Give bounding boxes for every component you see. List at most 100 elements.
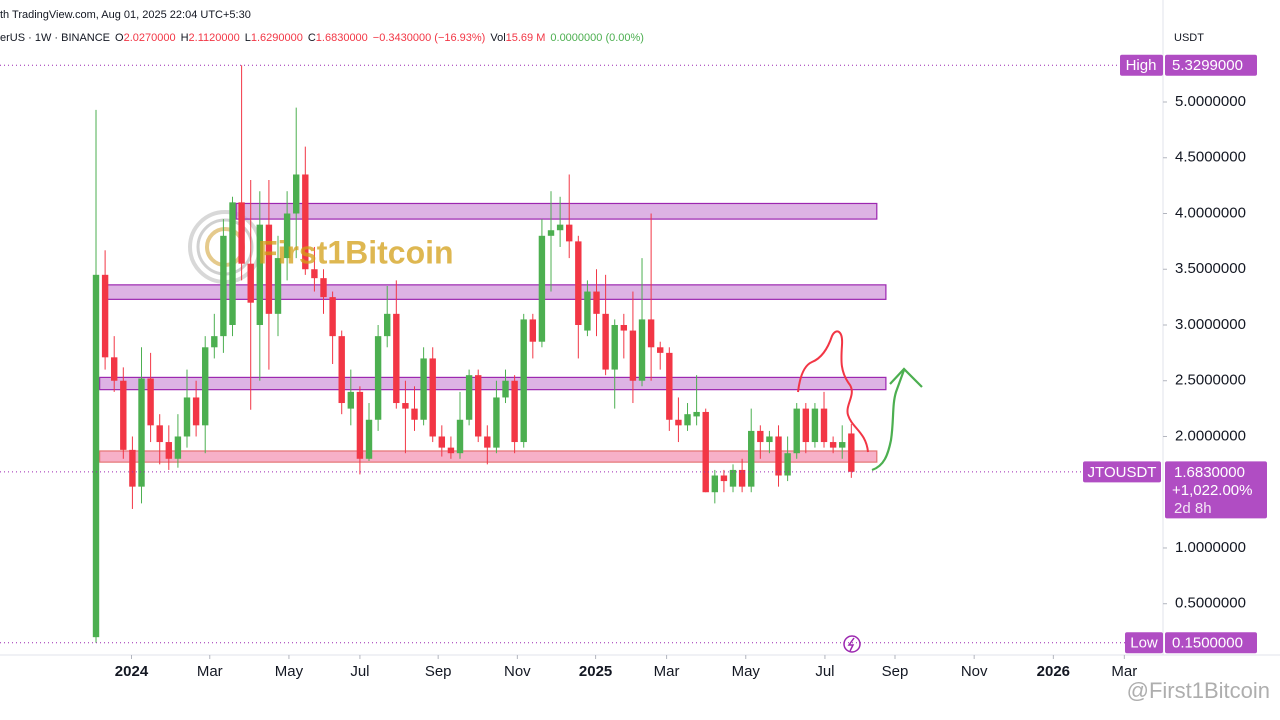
y-tick-label: 3.0000000	[1175, 316, 1246, 333]
watermark: First1Bitcoin	[258, 234, 454, 270]
candle-body	[374, 336, 382, 420]
candle-body	[293, 174, 300, 214]
candle-body	[129, 449, 136, 487]
x-tick-label: Sep	[425, 663, 452, 680]
legend-item: erUS · 1W · BINANCE	[0, 32, 110, 44]
legend-item: Vol	[490, 32, 505, 44]
legend-item: C	[308, 32, 316, 44]
candle-body	[229, 202, 236, 325]
candle-body	[265, 224, 273, 314]
low-value-box	[1165, 632, 1257, 654]
candle-body	[839, 442, 846, 448]
candle-body	[720, 475, 728, 482]
x-tick-label: Mar	[1111, 663, 1137, 680]
legend-item: 2.1120000	[189, 32, 240, 44]
candle-body	[647, 319, 655, 348]
event-icon	[843, 635, 861, 653]
zones	[99, 202, 887, 463]
candle-body	[465, 375, 473, 420]
candle-body	[666, 352, 673, 420]
low-name: Low	[1130, 635, 1158, 652]
candle-body	[192, 397, 200, 426]
candle-body	[274, 258, 282, 314]
candle-body	[711, 475, 719, 493]
legend-item: 15.69 M	[506, 32, 546, 44]
candle-body	[111, 357, 118, 381]
candle-body	[247, 263, 254, 303]
candle-body	[593, 291, 600, 314]
candle-body	[657, 347, 664, 353]
drawn-path-up	[871, 369, 906, 472]
candle-body	[520, 319, 527, 443]
candle-body	[156, 425, 163, 443]
candle-body	[420, 358, 427, 420]
candle-body	[702, 411, 709, 493]
high-value: 5.3299000	[1172, 57, 1243, 74]
last-value: 1.6830000	[1174, 464, 1245, 481]
candle-body	[829, 442, 837, 448]
candle-body	[429, 358, 436, 437]
x-tick-label: Mar	[654, 663, 680, 680]
source: th TradingView.com, Aug 01, 2025 22:04 U…	[0, 9, 251, 21]
event-icon-bolt	[847, 637, 855, 652]
high-name-box	[1120, 54, 1163, 76]
candle-body	[438, 436, 446, 448]
candle-body	[329, 297, 336, 337]
last-countdown: 2d 8h	[1174, 500, 1212, 517]
x-tick-label: May	[275, 663, 304, 680]
candle-body	[311, 269, 318, 279]
candle-body	[402, 403, 409, 409]
candle-body	[538, 235, 546, 342]
legend-item: 2.0270000	[124, 32, 176, 44]
legend-item: H	[181, 32, 189, 44]
candle-body	[757, 430, 764, 443]
candle-body	[784, 453, 791, 476]
candle-body	[302, 174, 309, 270]
candle-body	[566, 224, 573, 242]
candle-body	[447, 447, 455, 454]
drawn-path-down	[797, 330, 869, 453]
candle-body	[848, 433, 855, 472]
candle-body	[101, 274, 109, 358]
y-tick-label: 0.5000000	[1175, 595, 1246, 612]
x-tick-label: Sep	[882, 663, 909, 680]
candle-body	[502, 380, 509, 398]
candle-body	[775, 436, 782, 476]
candle-body	[766, 436, 773, 443]
candle-body	[456, 419, 464, 454]
candle-body	[92, 274, 100, 638]
credit: @First1Bitcoin	[1127, 678, 1270, 703]
zone	[99, 376, 887, 391]
candle-body	[484, 436, 491, 448]
candle-body	[183, 397, 191, 437]
candle-body	[611, 324, 618, 370]
candle-body	[338, 336, 345, 404]
candle-body	[320, 278, 327, 298]
candle-body	[620, 324, 628, 331]
candle-body	[802, 408, 810, 443]
x-tick-label: Mar	[197, 663, 223, 680]
candle-body	[174, 436, 182, 459]
last-name-box	[1083, 461, 1161, 483]
candle-body	[347, 391, 355, 409]
drawn-arrowhead	[889, 367, 923, 388]
y-tick-label: 5.0000000	[1175, 93, 1246, 110]
candle-body	[147, 378, 154, 426]
candle-body	[211, 336, 218, 348]
high-name: High	[1126, 57, 1157, 74]
y-tick-label: 4.5000000	[1175, 149, 1246, 166]
candle-body	[238, 202, 245, 264]
candle-body	[675, 419, 682, 426]
candle-body	[529, 319, 537, 342]
candle-body	[511, 380, 518, 443]
candle-body	[811, 408, 819, 443]
candle-body	[365, 419, 373, 459]
candle-body	[411, 408, 418, 420]
high-value-box	[1165, 54, 1257, 76]
candle-body	[602, 313, 609, 370]
x-tick-label: May	[732, 663, 761, 680]
legend-item: 1.6290000	[251, 32, 303, 44]
candle-body	[256, 224, 264, 325]
candle-body	[684, 414, 691, 426]
